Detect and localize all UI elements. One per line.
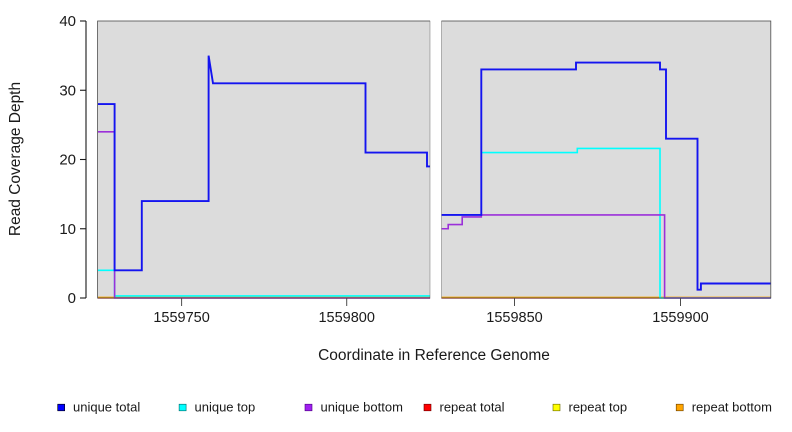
svg-text:1559900: 1559900 [652, 310, 708, 326]
svg-text:40: 40 [59, 13, 76, 30]
svg-text:repeat total: repeat total [440, 400, 505, 415]
svg-text:unique bottom: unique bottom [321, 400, 403, 415]
svg-text:unique top: unique top [195, 400, 256, 415]
svg-text:repeat bottom: repeat bottom [692, 400, 772, 415]
svg-text:1559800: 1559800 [318, 310, 374, 326]
svg-text:1559850: 1559850 [486, 310, 542, 326]
svg-text:1559750: 1559750 [153, 310, 209, 326]
svg-text:0: 0 [68, 290, 76, 307]
svg-text:30: 30 [59, 82, 76, 99]
svg-text:repeat top: repeat top [569, 400, 628, 415]
svg-text:10: 10 [59, 221, 76, 238]
svg-text:Read Coverage Depth: Read Coverage Depth [7, 82, 24, 236]
svg-text:unique total: unique total [73, 400, 140, 415]
svg-text:20: 20 [59, 152, 76, 169]
svg-text:Coordinate in Reference Genome: Coordinate in Reference Genome [318, 347, 550, 364]
